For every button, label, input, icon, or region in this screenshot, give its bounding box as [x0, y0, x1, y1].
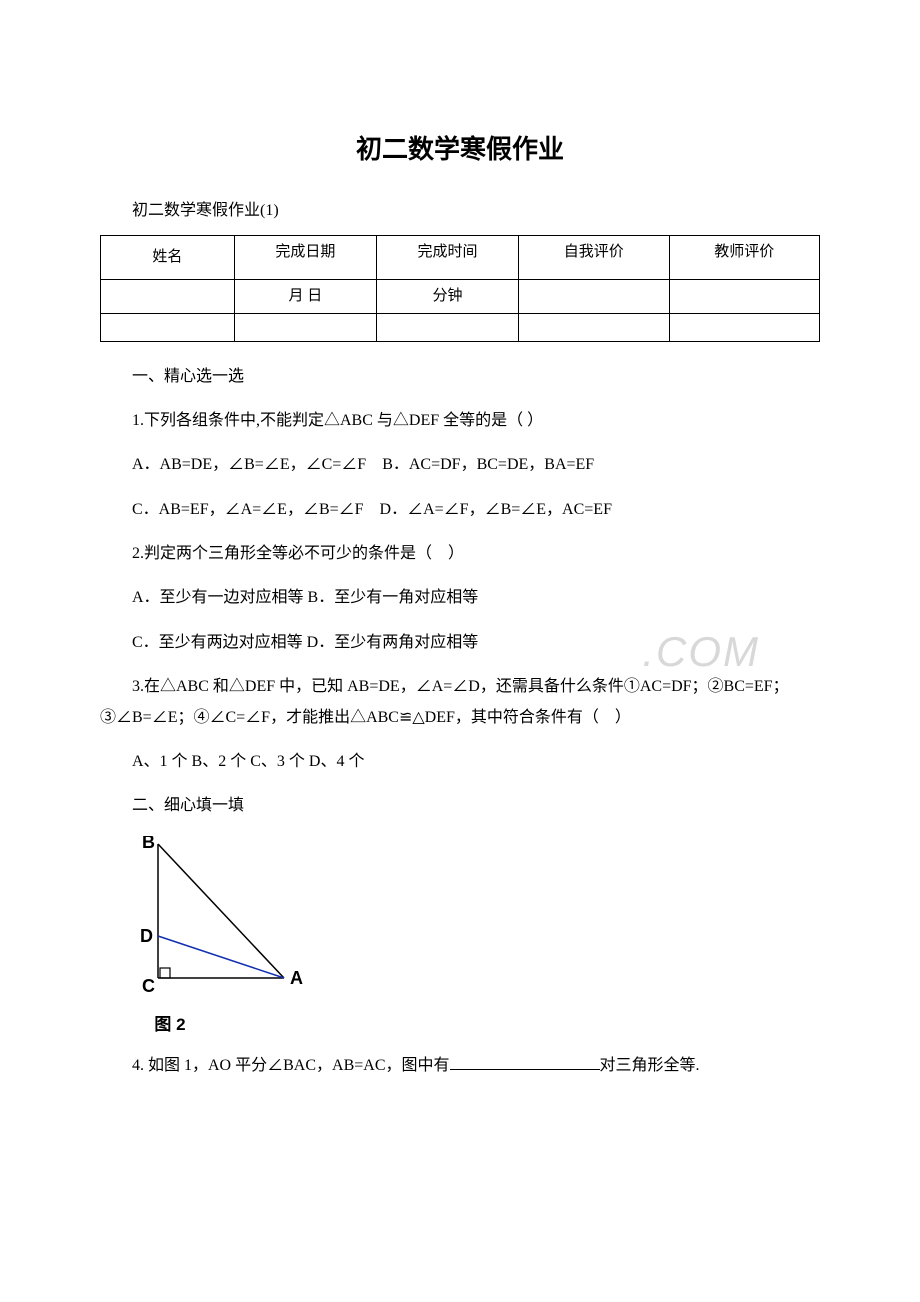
table-row: [101, 313, 820, 341]
th-self: 自我评价: [519, 236, 669, 280]
question-3: 3.在△ABC 和△DEF 中，已知 AB=DE，∠A=∠D，还需具备什么条件①…: [100, 672, 820, 733]
question-1-options-a: A．AB=DE，∠B=∠E，∠C=∠F B．AC=DF，BC=DE，BA=EF: [100, 450, 820, 480]
cell-teacher: [669, 280, 820, 314]
label-c: C: [142, 976, 155, 996]
line-ab: [158, 844, 284, 978]
fill-blank: [450, 1054, 600, 1070]
section-heading-1: 一、精心选一选: [100, 362, 820, 392]
cell-name: [101, 280, 235, 314]
th-name: 姓名: [101, 236, 235, 280]
th-date: 完成日期: [234, 236, 376, 280]
right-angle-mark: [160, 968, 170, 978]
table-header-row: 姓名 完成日期 完成时间 自我评价 教师评价: [101, 236, 820, 280]
th-teacher: 教师评价: [669, 236, 820, 280]
watermark-container: .COM C．至少有两边对应相等 D．至少有两角对应相等: [100, 628, 820, 658]
triangle-svg: B D C A: [132, 836, 312, 996]
assignment-subtitle: 初二数学寒假作业(1): [100, 199, 820, 223]
label-b: B: [142, 836, 155, 852]
question-4: 4. 如图 1，AO 平分∠BAC，AB=AC，图中有 对三角形全等.: [100, 1051, 820, 1081]
cell-date: 月 日: [234, 280, 376, 314]
q4-prefix: 4. 如图 1，AO 平分∠BAC，AB=AC，图中有: [132, 1057, 450, 1074]
figure-caption: 图 2: [154, 1012, 820, 1038]
question-3-options: A、1 个 B、2 个 C、3 个 D、4 个: [100, 747, 820, 777]
question-2-options-b: C．至少有两边对应相等 D．至少有两角对应相等: [100, 628, 820, 658]
triangle-figure: B D C A: [132, 836, 820, 1004]
label-a: A: [290, 968, 303, 988]
question-2: 2.判定两个三角形全等必不可少的条件是（ ）: [100, 539, 820, 569]
label-d: D: [140, 926, 153, 946]
cell-self: [519, 280, 669, 314]
info-table: 姓名 完成日期 完成时间 自我评价 教师评价 月 日 分钟: [100, 235, 820, 342]
question-2-options-a: A．至少有一边对应相等 B．至少有一角对应相等: [100, 583, 820, 613]
section-heading-2: 二、细心填一填: [100, 791, 820, 821]
th-time: 完成时间: [376, 236, 518, 280]
cell-time: [376, 313, 518, 341]
q4-suffix: 对三角形全等.: [600, 1057, 700, 1074]
cell-teacher: [669, 313, 820, 341]
cell-time: 分钟: [376, 280, 518, 314]
page-title: 初二数学寒假作业: [100, 130, 820, 169]
cell-name: [101, 313, 235, 341]
question-1: 1.下列各组条件中,不能判定△ABC 与△DEF 全等的是（ ）: [100, 406, 820, 436]
table-row: 月 日 分钟: [101, 280, 820, 314]
cell-date: [234, 313, 376, 341]
cell-self: [519, 313, 669, 341]
question-1-options-b: C．AB=EF，∠A=∠E，∠B=∠F D．∠A=∠F，∠B=∠E，AC=EF: [100, 495, 820, 525]
